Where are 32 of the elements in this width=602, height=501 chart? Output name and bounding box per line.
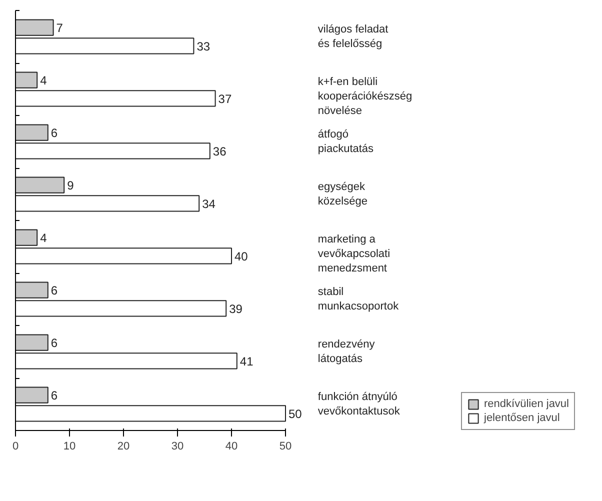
- x-tick-label: 0: [12, 440, 19, 452]
- data-label: 4: [40, 74, 48, 88]
- x-tick-label: 20: [117, 440, 130, 452]
- data-label: 9: [67, 178, 74, 193]
- data-label: 6: [50, 284, 58, 298]
- x-tick-label: 40: [225, 440, 238, 452]
- y-tick-label: k+f-en belüli kooperációkészség növelése: [318, 76, 412, 117]
- y-tick-label: marketing a vevőkapcsolati menedzsment: [318, 234, 390, 274]
- data-label: 6: [50, 388, 58, 403]
- y-tick-label: stabil munkacsoportok: [318, 286, 400, 313]
- data-label: 50: [288, 406, 302, 421]
- data-label: 4: [40, 231, 48, 246]
- legend-label: rendkívülien javul: [484, 398, 569, 410]
- data-label: 36: [212, 144, 227, 158]
- data-label: 40: [234, 249, 248, 264]
- x-tick-label: 10: [63, 440, 76, 452]
- data-label: 39: [229, 302, 243, 316]
- data-label: 6: [50, 336, 58, 350]
- x-tick-label: 50: [279, 440, 292, 452]
- y-tick-label: világos feladat és felelősség: [318, 24, 388, 50]
- data-label: 37: [218, 92, 232, 106]
- data-label: 33: [196, 39, 210, 54]
- data-label: 34: [202, 196, 216, 211]
- x-tick-label: 30: [171, 440, 184, 452]
- legend-label: jelentősen javul: [484, 412, 560, 424]
- y-tick-label: egységek közelsége: [318, 181, 368, 208]
- y-tick-label: átfogó piackutatás: [318, 128, 374, 156]
- data-label: 6: [50, 126, 58, 140]
- data-label: 41: [240, 354, 254, 368]
- data-label: 7: [56, 21, 64, 36]
- y-tick-label: rendezvény látogatás: [318, 338, 376, 366]
- y-tick-label: funkción átnyúló vevőkontaktusok: [318, 391, 400, 418]
